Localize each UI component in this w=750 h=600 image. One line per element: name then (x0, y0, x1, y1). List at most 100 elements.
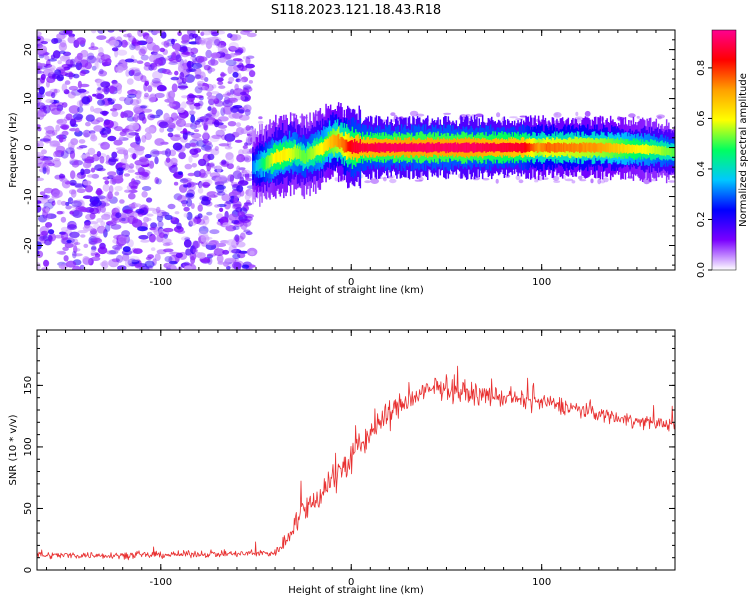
noise-speck (65, 113, 73, 121)
noise-speck (143, 82, 148, 92)
noise-speck (120, 111, 125, 119)
noise-speck (115, 212, 122, 219)
noise-speck (121, 217, 126, 222)
noise-speck (198, 230, 209, 239)
noise-speck (107, 97, 113, 102)
noise-speck (53, 158, 61, 162)
noise-speck (78, 145, 88, 149)
signal-cell (565, 143, 567, 151)
noise-speck (119, 136, 124, 140)
noise-speck (65, 205, 72, 210)
signal-cell (455, 144, 458, 152)
signal-cell (395, 142, 397, 152)
signal-cell (659, 146, 661, 155)
x-tick-label: 0 (348, 577, 354, 588)
signal-cell (576, 143, 579, 152)
noise-speck (181, 46, 192, 52)
signal-cell (603, 143, 605, 152)
colorbar-tick-label: 0.0 (696, 262, 707, 278)
noise-speck (56, 250, 67, 255)
noise-speck (37, 36, 41, 42)
noise-speck (197, 187, 204, 194)
signal-cell (556, 143, 558, 153)
signal-cell (651, 145, 653, 154)
noise-speck (225, 200, 235, 205)
noise-speck (72, 113, 84, 120)
noise-speck (127, 169, 135, 173)
signal-cell (473, 142, 476, 153)
y-tick-label: 20 (23, 43, 34, 56)
signal-cell (414, 143, 416, 152)
noise-speck (46, 59, 51, 67)
track-halo-speck (584, 110, 591, 117)
noise-speck (114, 191, 120, 196)
noise-speck (218, 177, 230, 184)
signal-cell (313, 146, 316, 158)
noise-speck (167, 132, 174, 138)
signal-cell (317, 145, 319, 155)
noise-speck (61, 102, 68, 108)
noise-speck (82, 257, 92, 266)
signal-cell (601, 143, 604, 152)
noise-speck (96, 205, 102, 214)
track-halo-speck (416, 113, 425, 117)
noise-speck (146, 197, 153, 203)
signal-cell (495, 144, 498, 152)
track-halo-speck (389, 178, 397, 184)
track-halo-speck (257, 120, 264, 124)
noise-speck (215, 243, 227, 247)
signal-cell (470, 143, 472, 152)
noise-speck (140, 75, 147, 83)
noise-speck (177, 85, 189, 89)
noise-speck (202, 221, 207, 229)
signal-cell (636, 144, 638, 154)
noise-speck (131, 41, 143, 45)
signal-cell (553, 142, 556, 153)
signal-cell (597, 143, 599, 153)
signal-cell (331, 135, 333, 148)
signal-cell (515, 142, 517, 152)
noise-speck (144, 92, 149, 98)
noise-speck (96, 188, 103, 196)
noise-speck (100, 221, 106, 227)
signal-cell (670, 147, 672, 157)
noise-speck (75, 61, 83, 71)
signal-cell (389, 142, 391, 153)
noise-speck (117, 265, 127, 270)
noise-speck (110, 224, 122, 230)
signal-cell (377, 142, 380, 153)
signal-cell (487, 143, 490, 152)
noise-speck (198, 226, 209, 235)
signal-cell (641, 144, 644, 154)
track-halo-speck (643, 178, 651, 185)
signal-cell (339, 138, 341, 149)
noise-speck (69, 231, 80, 238)
noise-speck (222, 222, 231, 227)
noise-speck (135, 134, 141, 142)
signal-cell (409, 143, 412, 152)
noise-speck (245, 231, 253, 236)
noise-speck (248, 70, 256, 78)
signal-cell (561, 144, 564, 152)
signal-cell (491, 143, 493, 152)
signal-cell (417, 143, 420, 152)
noise-speck (188, 155, 193, 163)
noise-speck (144, 260, 155, 268)
signal-cell (273, 152, 276, 163)
noise-speck (59, 174, 66, 179)
noise-speck (77, 106, 84, 113)
signal-cell (453, 142, 455, 153)
track-halo-speck (552, 175, 560, 181)
noise-speck (193, 102, 201, 107)
signal-cell (509, 142, 511, 153)
noise-speck (235, 122, 241, 128)
noise-speck (180, 101, 187, 109)
snr-panel: -100 0 100 0 50 100 150 Height of straight lin… (8, 329, 676, 596)
noise-speck (49, 67, 56, 75)
noise-speck (64, 71, 73, 76)
noise-speck (186, 94, 197, 99)
noise-speck (82, 180, 92, 186)
noise-speck (96, 35, 107, 40)
noise-speck (199, 116, 209, 123)
noise-speck (38, 62, 47, 67)
